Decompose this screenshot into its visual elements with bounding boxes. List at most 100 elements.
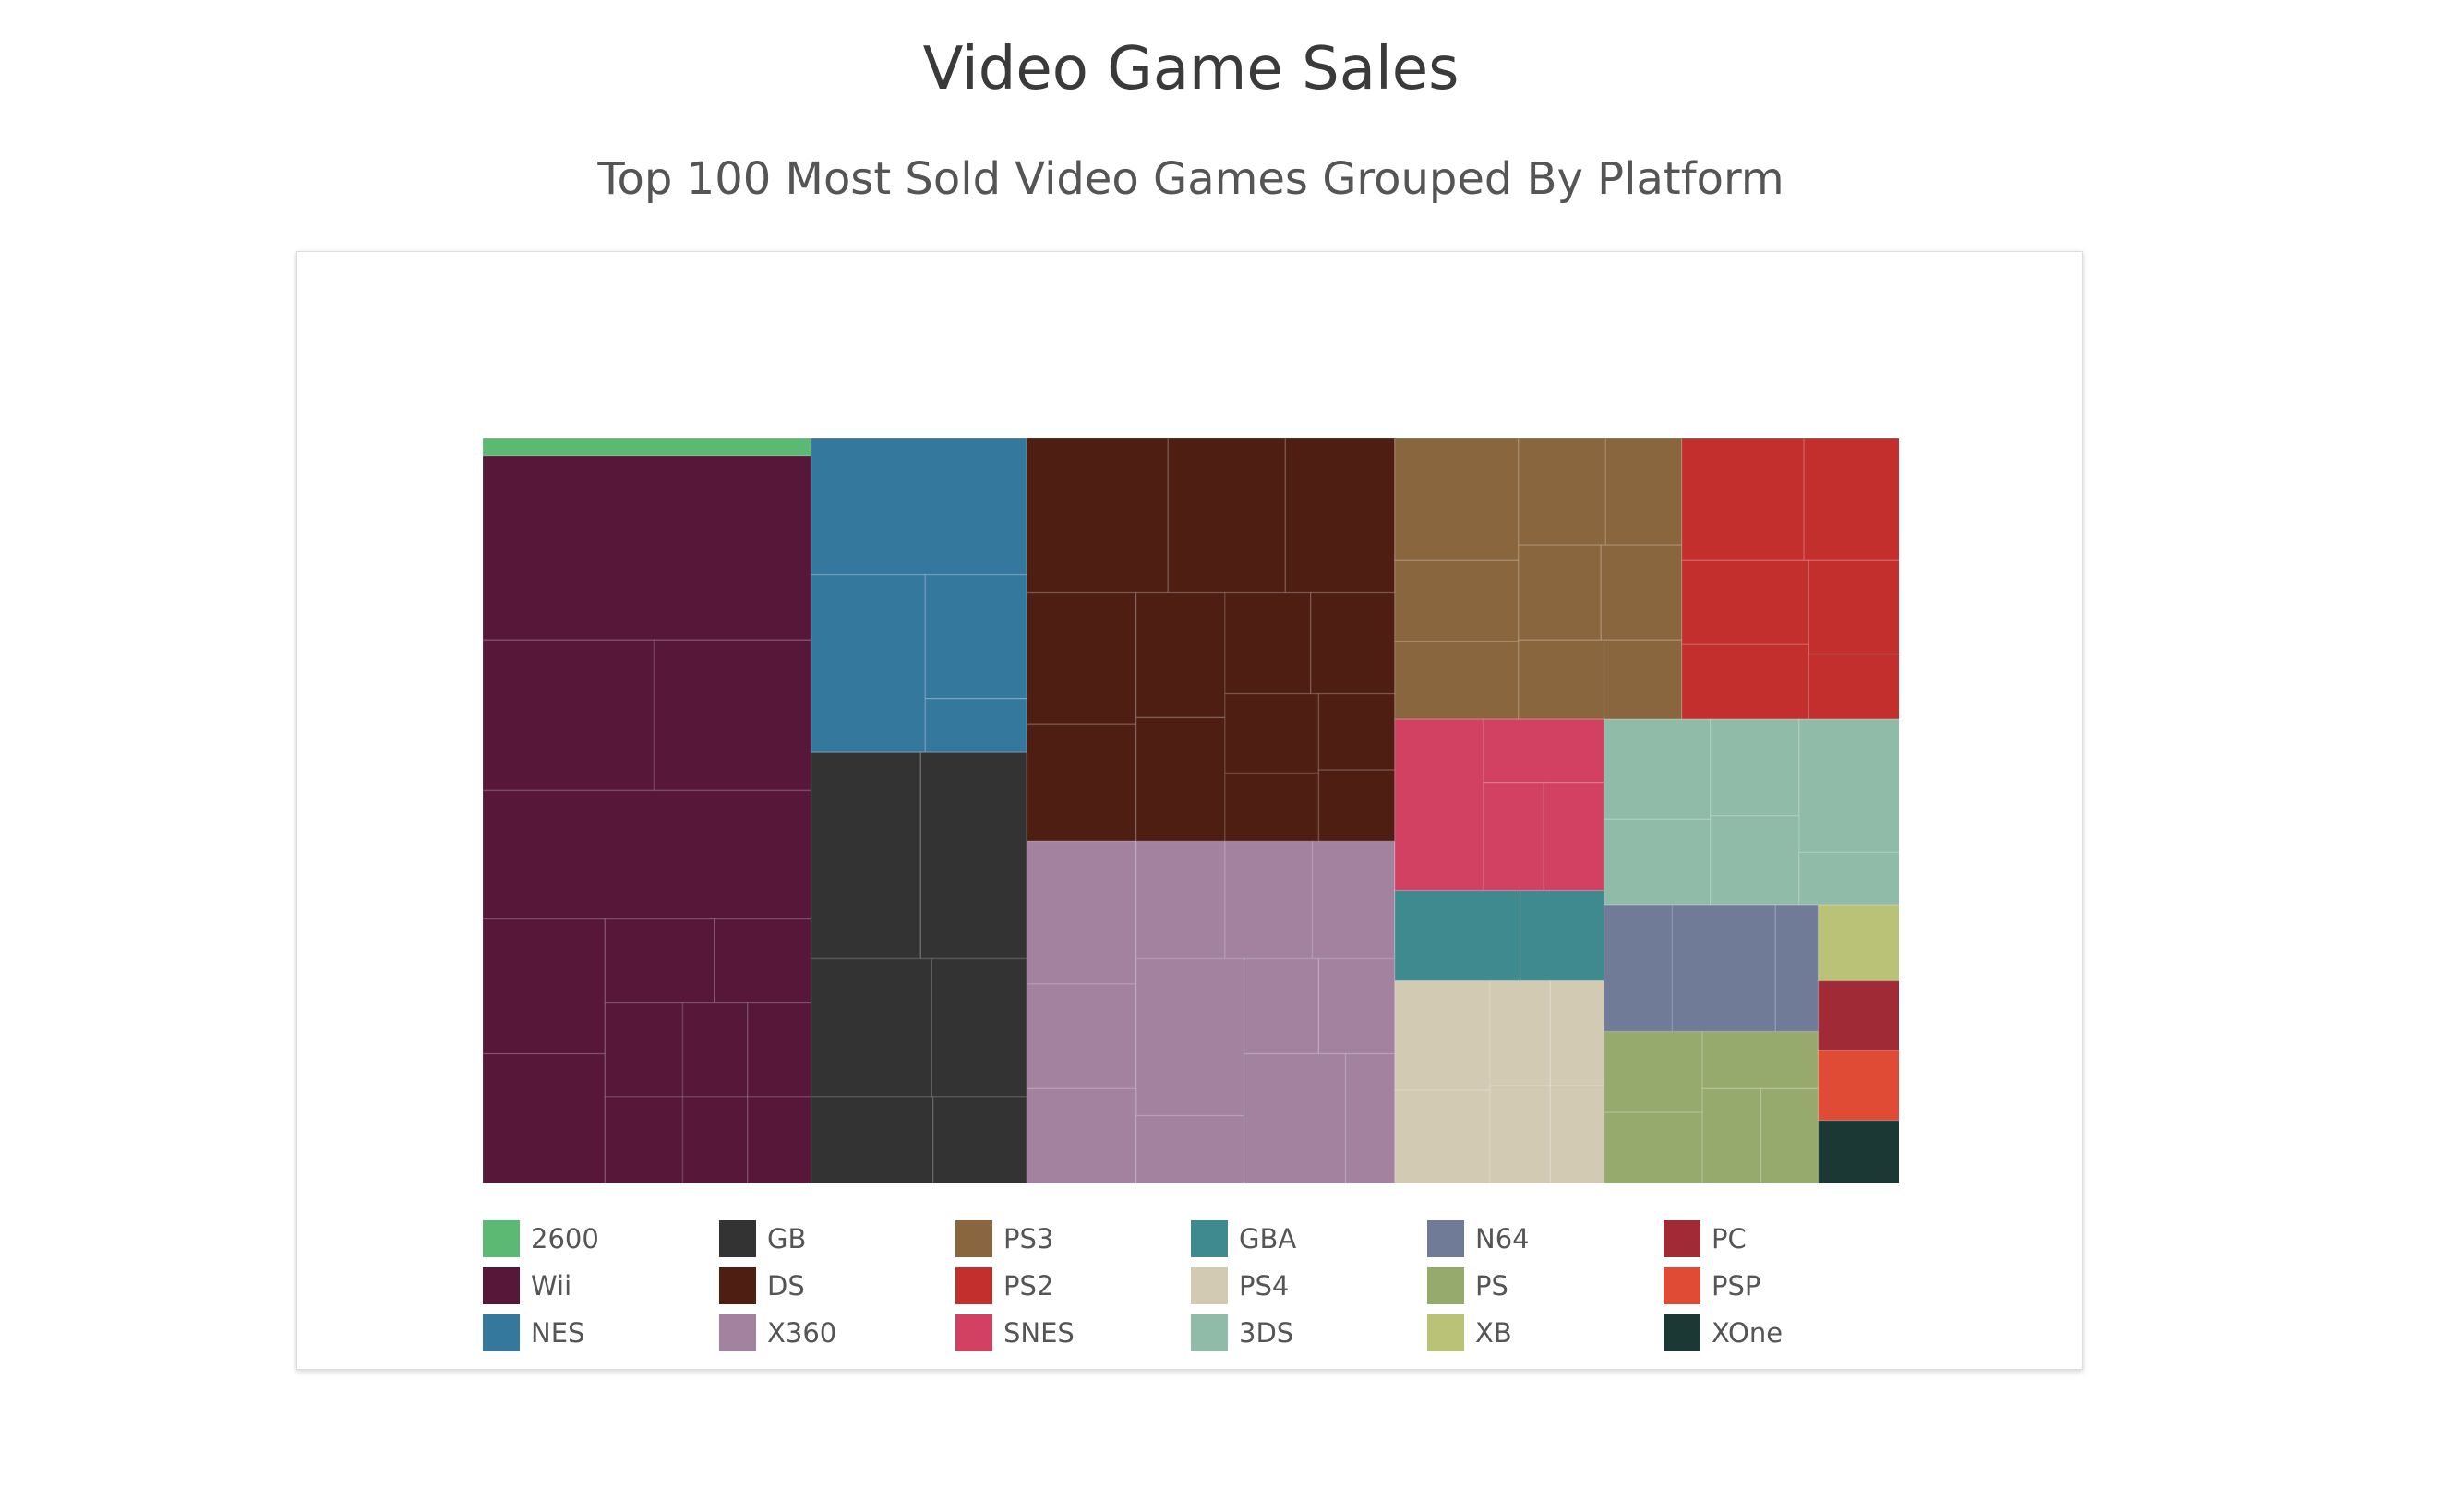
legend-item-ps3[interactable]: PS3	[955, 1220, 1053, 1257]
treemap-cell-3ds-1[interactable]	[1603, 718, 1712, 821]
treemap-cell-gb-3[interactable]	[810, 957, 932, 1098]
treemap-cell-x360-8[interactable]	[1317, 957, 1396, 1055]
treemap-cell-ps3-4[interactable]	[1394, 559, 1520, 642]
treemap-cell-wii-4[interactable]	[483, 789, 812, 920]
treemap-cell-ps-4[interactable]	[1701, 1087, 1762, 1183]
treemap-cell-3ds-4[interactable]	[1603, 818, 1712, 906]
treemap-cell-gb-5[interactable]	[810, 1096, 934, 1183]
treemap-cell-x360-11[interactable]	[1243, 1052, 1347, 1183]
treemap-cell-nes-4[interactable]	[924, 698, 1028, 753]
treemap-cell-ps-3[interactable]	[1603, 1111, 1703, 1183]
treemap-cell-ds-13[interactable]	[1317, 769, 1396, 843]
treemap-cell-ds-2[interactable]	[1167, 438, 1287, 594]
treemap-cell-ps-1[interactable]	[1603, 1030, 1703, 1113]
treemap-cell-ds-8[interactable]	[1026, 723, 1137, 843]
treemap-cell-xb-1[interactable]	[1817, 904, 1899, 982]
legend-item-wii[interactable]: Wii	[483, 1267, 571, 1304]
treemap-cell-x360-5[interactable]	[1026, 983, 1137, 1090]
treemap-cell-ps2-4[interactable]	[1808, 559, 1899, 655]
treemap-cell-ds-12[interactable]	[1224, 772, 1320, 843]
treemap-cell-ds-10[interactable]	[1224, 692, 1320, 774]
treemap-cell-wii-6[interactable]	[604, 918, 715, 1004]
treemap-cell-ps2-3[interactable]	[1681, 559, 1809, 646]
treemap-cell-wii-12[interactable]	[604, 1096, 684, 1183]
treemap-cell-wii-14[interactable]	[747, 1096, 812, 1183]
legend-item-ds[interactable]: DS	[719, 1267, 805, 1304]
treemap-cell-ps3-8[interactable]	[1518, 639, 1605, 720]
treemap-cell-x360-4[interactable]	[1311, 840, 1396, 960]
treemap-cell-ps-2[interactable]	[1701, 1030, 1820, 1090]
treemap-cell-n64-1[interactable]	[1603, 904, 1674, 1033]
treemap-cell-xone-1[interactable]	[1817, 1119, 1899, 1183]
treemap-cell-ps3-1[interactable]	[1394, 438, 1520, 562]
treemap-cell-x360-2[interactable]	[1135, 840, 1226, 960]
treemap-cell-ps4-3[interactable]	[1549, 979, 1605, 1086]
legend-item-ps2[interactable]: PS2	[955, 1267, 1053, 1304]
treemap-cell-gba-2[interactable]	[1519, 889, 1605, 982]
treemap-cell-gba-1[interactable]	[1394, 889, 1521, 982]
legend-item-snes[interactable]: SNES	[955, 1314, 1075, 1351]
legend-item-3ds[interactable]: 3DS	[1191, 1314, 1293, 1351]
treemap-cell-x360-12[interactable]	[1344, 1052, 1396, 1183]
legend-item-pc[interactable]: PC	[1664, 1220, 1747, 1257]
treemap-cell-wii-5[interactable]	[483, 918, 607, 1055]
treemap-cell-ps2-1[interactable]	[1681, 438, 1805, 562]
treemap-cell-ps3-3[interactable]	[1604, 438, 1683, 546]
legend-item-gb[interactable]: GB	[719, 1220, 806, 1257]
treemap-cell-ps4-4[interactable]	[1394, 1089, 1491, 1183]
legend-item-nes[interactable]: NES	[483, 1314, 584, 1351]
treemap-cell-wii-9[interactable]	[604, 1002, 684, 1098]
treemap-cell-x360-10[interactable]	[1135, 1114, 1245, 1183]
treemap-cell-wii-13[interactable]	[681, 1096, 749, 1183]
treemap-cell-snes-1[interactable]	[1394, 718, 1484, 892]
treemap-cell-ps-5[interactable]	[1760, 1087, 1820, 1183]
legend-item-n64[interactable]: N64	[1427, 1220, 1530, 1257]
treemap-cell-wii-10[interactable]	[681, 1002, 749, 1098]
legend-item-xb[interactable]: XB	[1427, 1314, 1512, 1351]
treemap-cell-nes-1[interactable]	[810, 438, 1027, 576]
treemap-cell-snes-4[interactable]	[1543, 782, 1605, 892]
treemap-cell-ps2-2[interactable]	[1803, 438, 1899, 562]
treemap-cell-n64-2[interactable]	[1671, 904, 1776, 1033]
treemap-cell-nes-3[interactable]	[924, 573, 1028, 700]
treemap-cell-ps2-6[interactable]	[1808, 653, 1899, 720]
treemap-cell-psp-1[interactable]	[1817, 1050, 1899, 1122]
treemap-cell-wii-8[interactable]	[483, 1052, 607, 1183]
legend-item-psp[interactable]: PSP	[1664, 1267, 1760, 1304]
treemap-cell-n64-3[interactable]	[1774, 904, 1820, 1033]
legend-item-ps[interactable]: PS	[1427, 1267, 1508, 1304]
legend-item-ps4[interactable]: PS4	[1191, 1267, 1289, 1304]
treemap-cell-ps3-7[interactable]	[1394, 641, 1520, 720]
treemap-cell-ps3-2[interactable]	[1518, 438, 1607, 546]
treemap-cell-ps3-6[interactable]	[1600, 544, 1683, 641]
legend-item-2600[interactable]: 2600	[483, 1220, 599, 1257]
treemap-cell-ds-6[interactable]	[1224, 591, 1312, 695]
treemap-cell-gb-6[interactable]	[932, 1096, 1028, 1183]
treemap-cell-x360-9[interactable]	[1026, 1087, 1137, 1183]
treemap-cell-ps2-5[interactable]	[1681, 643, 1809, 720]
treemap-cell-ps4-1[interactable]	[1394, 979, 1491, 1091]
treemap-cell-ds-5[interactable]	[1135, 591, 1226, 719]
treemap-cell-x360-7[interactable]	[1243, 957, 1320, 1055]
treemap-cell-gb-1[interactable]	[810, 751, 921, 960]
treemap-cell-3ds-3[interactable]	[1798, 718, 1899, 854]
treemap-cell-ds-7[interactable]	[1310, 591, 1396, 695]
treemap-cell-ps3-9[interactable]	[1603, 639, 1683, 720]
treemap-cell-x360-3[interactable]	[1224, 840, 1314, 960]
treemap-cell-wii-2[interactable]	[483, 639, 655, 792]
treemap-cell-nes-2[interactable]	[810, 573, 927, 753]
treemap-cell-3ds-5[interactable]	[1709, 815, 1800, 906]
treemap-cell-gb-4[interactable]	[931, 957, 1028, 1098]
treemap-cell-3ds-6[interactable]	[1798, 851, 1899, 906]
treemap-cell-3ds-2[interactable]	[1709, 718, 1800, 817]
treemap-cell-ds-1[interactable]	[1026, 438, 1169, 594]
legend-item-x360[interactable]: X360	[719, 1314, 836, 1351]
treemap-cell-snes-3[interactable]	[1483, 782, 1545, 892]
treemap-cell-ds-9[interactable]	[1135, 716, 1226, 843]
treemap-cell-snes-2[interactable]	[1483, 718, 1605, 784]
treemap-cell-ps3-5[interactable]	[1518, 544, 1602, 641]
treemap-cell-x360-1[interactable]	[1026, 840, 1137, 985]
treemap-cell-x360-6[interactable]	[1135, 957, 1245, 1117]
treemap-cell-wii-3[interactable]	[653, 639, 812, 792]
treemap-cell-2600-1[interactable]	[483, 438, 812, 457]
